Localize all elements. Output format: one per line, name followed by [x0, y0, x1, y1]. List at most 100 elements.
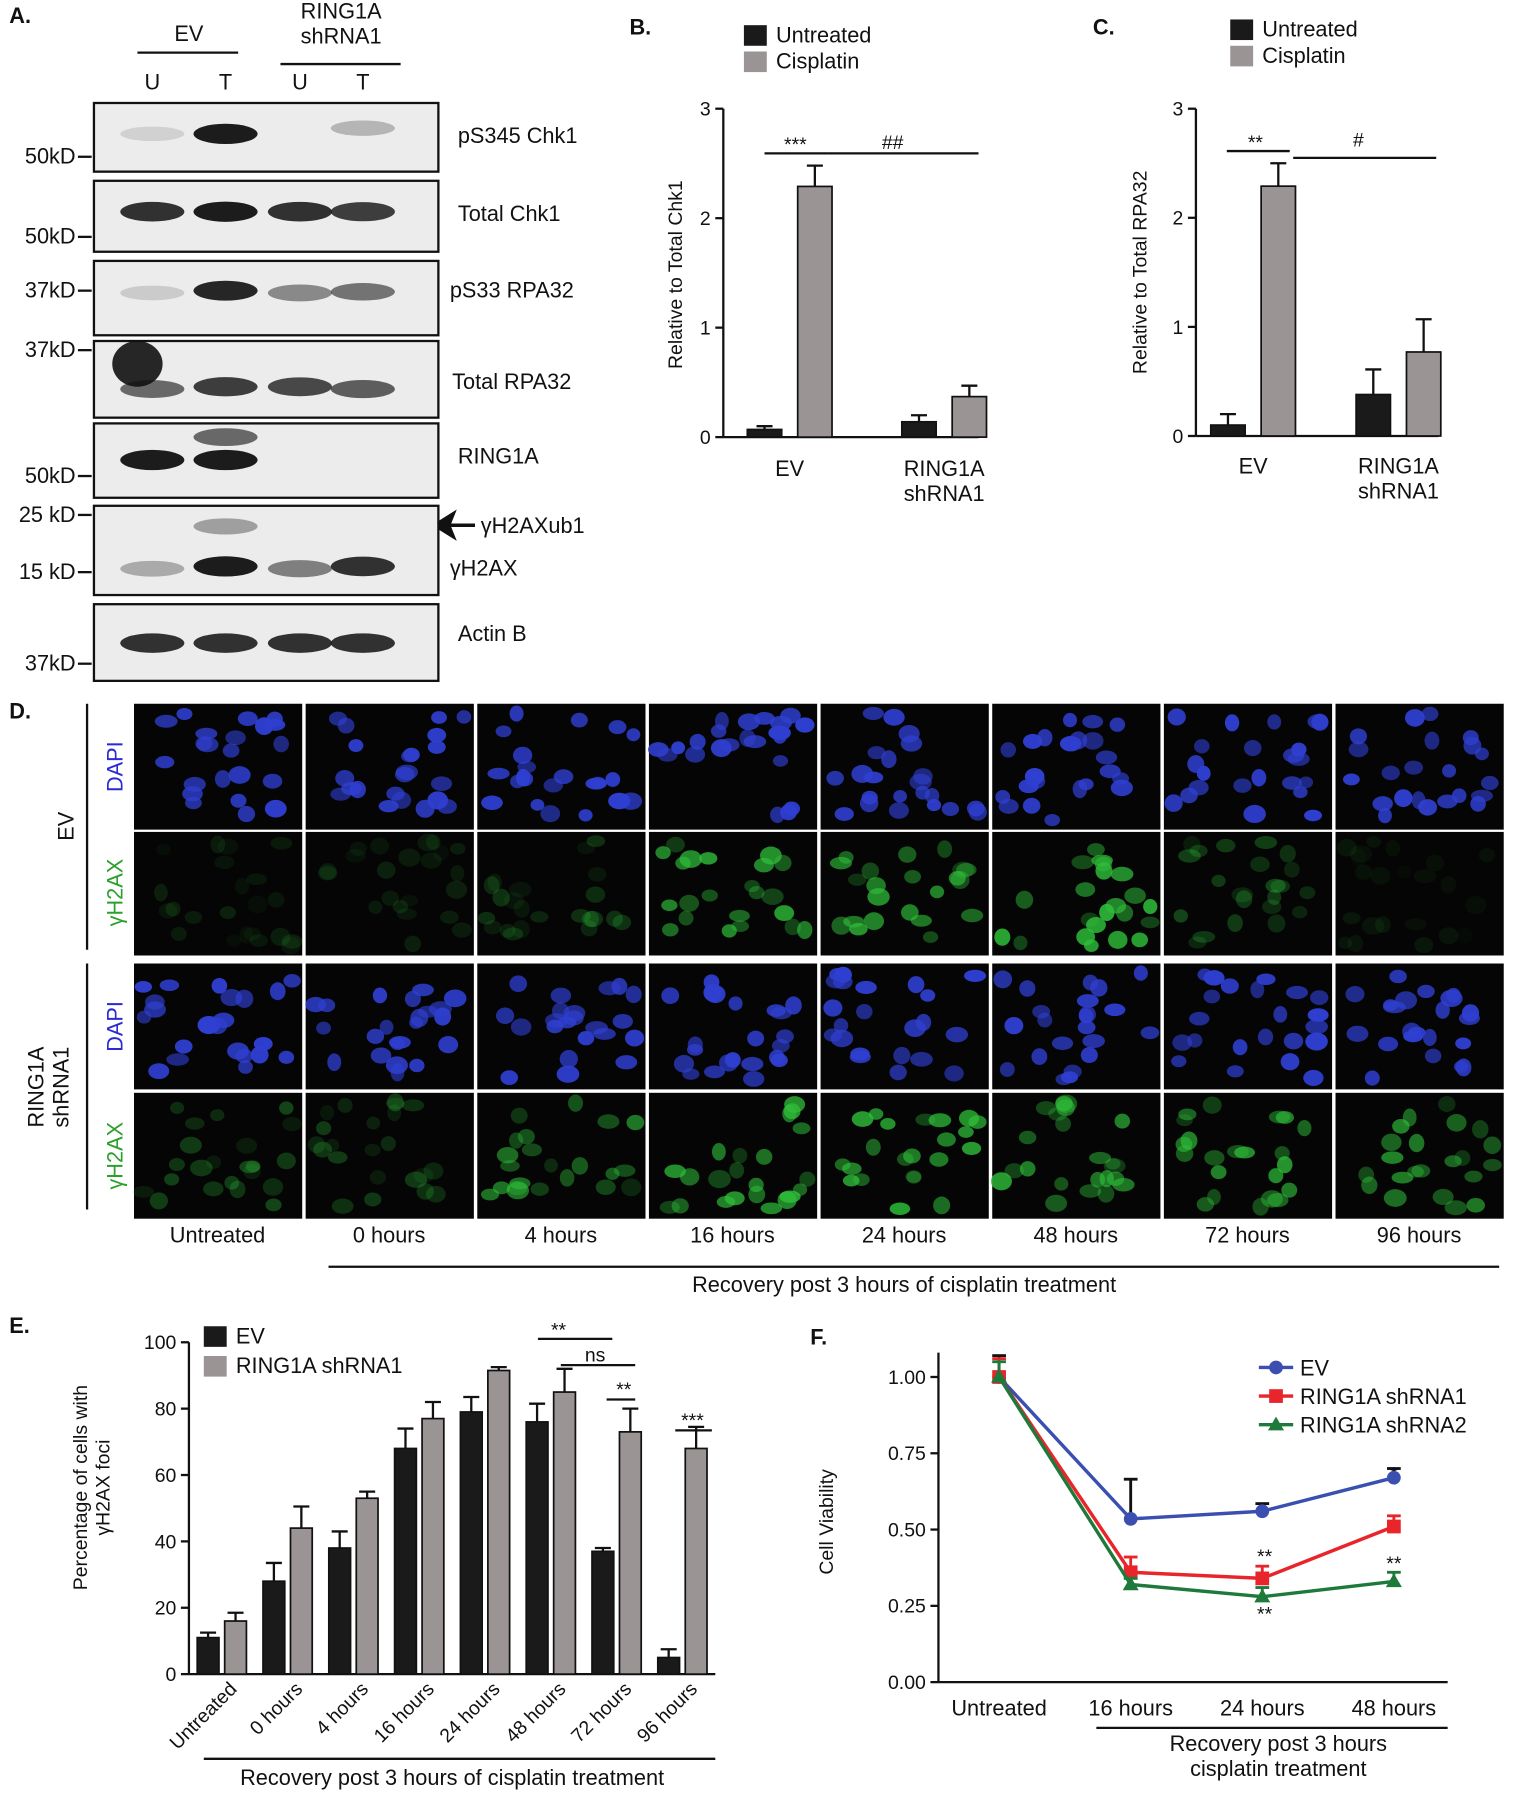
nucleus — [929, 1152, 949, 1167]
nucleus — [792, 1122, 811, 1135]
nucleus — [364, 1192, 382, 1207]
series-line — [997, 1376, 1395, 1599]
nucleus — [866, 877, 886, 895]
nucleus — [400, 750, 419, 763]
nucleus — [1013, 935, 1028, 951]
nucleus — [1354, 864, 1373, 880]
nucleus — [661, 987, 680, 1005]
nucleus — [317, 866, 338, 881]
y-tick-label: 0.75 — [888, 1443, 926, 1465]
x-axis-label: Recovery post 3 hours of cisplatin treat… — [692, 1272, 1116, 1297]
nucleus — [278, 1050, 295, 1064]
x-tick-label: RING1A shRNA1 — [904, 456, 985, 506]
nucleus — [593, 1027, 616, 1040]
nucleus — [1188, 779, 1209, 796]
nucleus — [1124, 887, 1146, 904]
y-tick-label: 3 — [1173, 99, 1184, 121]
group-label: EV — [53, 811, 78, 840]
nucleus — [364, 1143, 381, 1157]
nucleus — [598, 981, 621, 996]
nucleus — [1282, 748, 1305, 763]
nucleus — [1133, 965, 1148, 981]
bar — [656, 1656, 681, 1675]
nucleus — [1103, 1158, 1126, 1174]
nucleus — [1140, 1026, 1160, 1040]
nucleus — [270, 927, 291, 946]
bar — [393, 1447, 418, 1675]
nucleus — [1378, 807, 1392, 824]
nucleus — [830, 1029, 854, 1048]
nucleus — [154, 714, 178, 728]
nucleus — [540, 805, 561, 823]
nucleus — [166, 1053, 189, 1066]
y-tick-label: 20 — [155, 1598, 177, 1620]
nucleus — [731, 920, 750, 932]
x-axis-label: Recovery post 3 hours cisplatin treatment — [1170, 1731, 1388, 1781]
nucleus — [495, 1007, 515, 1025]
legend-swatch — [743, 51, 767, 73]
nucleus — [1035, 1101, 1057, 1116]
nucleus — [1176, 1114, 1193, 1127]
nucleus — [228, 766, 251, 784]
nucleus — [608, 720, 627, 735]
legend-label: Cisplatin — [776, 49, 859, 74]
nucleus — [563, 1005, 586, 1022]
nucleus — [612, 914, 632, 931]
nucleus — [933, 1196, 951, 1215]
nucleus — [1063, 712, 1077, 728]
nucleus — [1019, 1161, 1036, 1177]
panel-d: D. EV RING1AshRNA1 DAPI γH2AX DAPI γH2AX… — [9, 699, 1504, 1297]
nucleus — [1227, 914, 1243, 932]
y-tick-label: 1.00 — [888, 1367, 926, 1389]
legend-swatch — [203, 1326, 227, 1347]
bar — [684, 1447, 708, 1675]
nucleus — [1173, 909, 1188, 923]
nucleus — [195, 727, 218, 740]
nucleus — [910, 1051, 933, 1067]
nucleus — [1207, 1189, 1221, 1205]
nucleus — [1254, 836, 1278, 850]
panel-a: A. EV RING1A shRNA1 U T U T pS345 Chk1 To… — [9, 0, 585, 683]
nucleus — [210, 835, 226, 854]
bar — [552, 1391, 577, 1675]
nucleus — [1226, 1065, 1244, 1078]
nucleus — [325, 1138, 340, 1153]
marker-label: 50kD — [25, 224, 76, 249]
nucleus — [214, 770, 231, 788]
nucleus — [385, 1056, 408, 1075]
nucleus — [1440, 876, 1457, 894]
bar — [618, 1431, 643, 1675]
nucleus — [1055, 1096, 1073, 1111]
nucleus — [711, 1143, 726, 1161]
nucleus — [264, 799, 287, 818]
nucleus — [1404, 918, 1427, 931]
nucleus — [477, 911, 496, 925]
nucleus — [366, 1028, 385, 1044]
image-tile — [1335, 831, 1504, 956]
annotation: *** — [681, 1410, 704, 1432]
nucleus — [701, 889, 718, 902]
nucleus — [571, 1157, 589, 1175]
nucleus — [881, 750, 897, 769]
image-tile — [1163, 831, 1333, 956]
nucleus — [689, 733, 706, 750]
nucleus — [662, 923, 679, 937]
nucleus — [545, 1013, 568, 1028]
nucleus — [774, 905, 795, 922]
nucleus — [1424, 1048, 1442, 1064]
nucleus — [1304, 809, 1322, 822]
nucleus — [1381, 765, 1400, 781]
nucleus — [1196, 765, 1211, 781]
nucleus — [855, 980, 877, 995]
nucleus — [1404, 760, 1424, 775]
nucleus — [1004, 1163, 1024, 1179]
nucleus — [1231, 887, 1254, 903]
lane-label: T — [356, 69, 369, 94]
nucleus — [1192, 931, 1216, 943]
nucleus — [1079, 1184, 1102, 1198]
nucleus — [185, 1117, 205, 1130]
nucleus — [348, 739, 364, 752]
nucleus — [1383, 1189, 1407, 1207]
nucleus — [1257, 1028, 1274, 1046]
